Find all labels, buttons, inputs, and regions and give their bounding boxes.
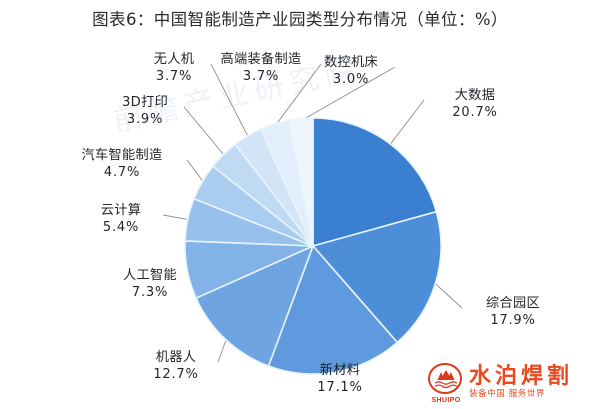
brand-logo: SHUIPO 水泊焊割 装备中国 服务世界 xyxy=(428,360,594,405)
pie-slices xyxy=(184,117,442,375)
pie-slice[interactable] xyxy=(288,117,314,247)
slice-name: 机器人 xyxy=(155,350,197,365)
slice-value: 20.7% xyxy=(452,104,498,120)
slice-name: 新材料 xyxy=(319,363,361,378)
slice-value: 7.3% xyxy=(131,284,169,300)
slice-name: 3D打印 xyxy=(121,95,169,110)
leader-line xyxy=(186,159,205,184)
slice-value: 3.0% xyxy=(332,71,370,87)
slice-value: 17.9% xyxy=(490,312,536,328)
slice-value: 17.1% xyxy=(317,379,363,395)
leader-line xyxy=(274,63,322,127)
pie-slice-label: 云计算 5.4% xyxy=(85,203,157,235)
slice-value: 5.4% xyxy=(102,219,140,235)
slice-name: 汽车智能制造 xyxy=(81,148,163,163)
slice-value: 3.9% xyxy=(126,111,164,127)
leader-line xyxy=(183,106,226,157)
logo-tagline: 装备中国 服务世界 xyxy=(469,389,546,399)
slice-name: 高端装备制造 xyxy=(220,52,302,67)
pie-slice-label: 高端装备制造 3.7% xyxy=(207,52,315,84)
leader-line xyxy=(433,281,463,309)
pie-slice[interactable] xyxy=(312,117,438,248)
pie-slice-label: 数控机床 3.0% xyxy=(313,55,389,87)
pie-slice-label: 大数据 20.7% xyxy=(432,88,518,120)
pie-slice-label: 机器人 12.7% xyxy=(140,350,212,382)
logo-wordmark: 水泊焊割 xyxy=(469,364,574,389)
logo-emblem-icon: SHUIPO xyxy=(428,362,464,404)
slice-value: 3.7% xyxy=(242,68,280,84)
slice-name: 数控机床 xyxy=(324,55,378,70)
logo-romanized: SHUIPO xyxy=(431,394,461,404)
pie-slice-label: 综合园区 17.9% xyxy=(470,296,556,328)
slice-value: 3.7% xyxy=(155,68,193,84)
slice-name: 人工智能 xyxy=(123,268,177,283)
pie-slice-label: 人工智能 7.3% xyxy=(108,268,192,300)
logo-text-block: 水泊焊割 装备中国 服务世界 xyxy=(469,365,573,400)
pie-slice-label: 无人机 3.7% xyxy=(143,52,205,84)
slice-value: 4.7% xyxy=(103,164,141,180)
leader-line xyxy=(300,66,396,121)
leader-line xyxy=(388,99,425,146)
pie-slice[interactable] xyxy=(311,210,442,344)
pie-slice-label: 3D打印 3.9% xyxy=(112,95,178,127)
chart-title: 图表6：中国智能制造产业园类型分布情况（单位：%） xyxy=(92,10,508,29)
pie-slice[interactable] xyxy=(195,244,315,368)
leader-line xyxy=(217,337,228,363)
pie-slice-label: 新材料 17.1% xyxy=(300,363,380,395)
leader-line xyxy=(162,214,190,221)
slice-name: 云计算 xyxy=(100,203,142,218)
slice-name: 大数据 xyxy=(454,88,496,103)
logo-badge-icon xyxy=(428,362,462,394)
leader-line xyxy=(210,63,250,138)
pie-slice[interactable] xyxy=(267,244,399,375)
slice-name: 无人机 xyxy=(153,52,195,67)
slice-name: 综合园区 xyxy=(486,296,540,311)
pie-slice-label: 汽车智能制造 4.7% xyxy=(63,148,181,180)
slice-value: 12.7% xyxy=(153,366,199,382)
